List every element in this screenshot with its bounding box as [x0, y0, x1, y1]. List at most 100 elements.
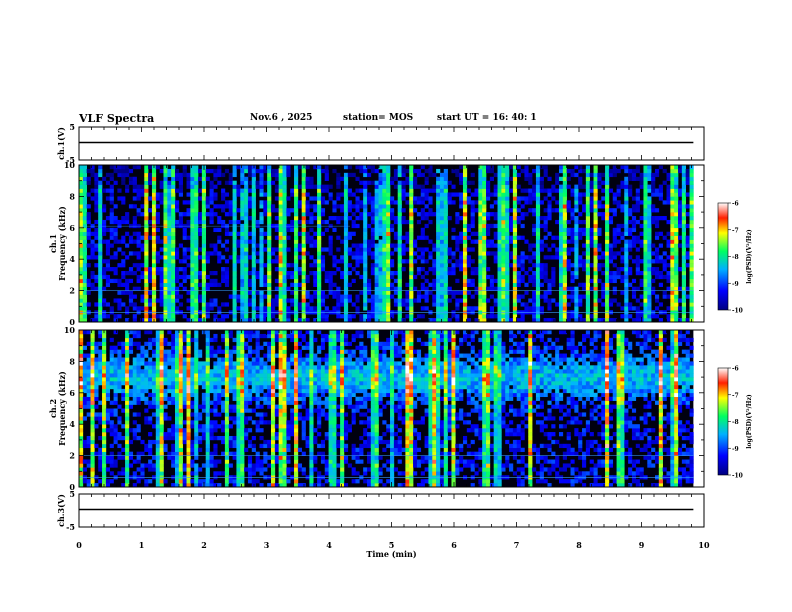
spectrogram-cell — [424, 216, 429, 221]
spectrogram-cell — [290, 192, 295, 197]
spectrogram-cell — [113, 396, 118, 401]
spectrogram-cell — [274, 168, 279, 174]
spectrogram-cell — [516, 235, 521, 240]
spectrogram-cell — [593, 247, 598, 252]
spectrogram-cell — [459, 196, 464, 201]
spectrogram-cell — [643, 302, 648, 307]
spectrogram-cell — [478, 223, 483, 229]
spectrogram-cell — [128, 345, 134, 350]
spectrogram-cell — [255, 290, 260, 295]
spectrogram-cell — [159, 357, 164, 362]
spectrogram-cell — [359, 259, 364, 264]
spectrogram-cell — [589, 235, 594, 240]
spectrogram-cell — [593, 223, 598, 229]
spectrogram-cell — [171, 192, 176, 197]
spectrogram-cell — [451, 168, 456, 174]
spectrogram-cell — [313, 243, 318, 248]
spectrogram-cell — [113, 408, 118, 413]
spectrogram-cell — [678, 235, 683, 240]
spectrogram-cell — [320, 219, 326, 225]
spectrogram-cell — [167, 353, 172, 358]
spectrogram-cell — [324, 200, 329, 205]
spectrogram-cell — [190, 219, 195, 225]
spectrogram-cell — [643, 247, 648, 252]
spectrogram-cell — [374, 314, 379, 319]
spectrogram-cell — [585, 286, 590, 291]
spectrogram-cell — [136, 467, 141, 472]
spectrogram-cell — [217, 239, 222, 244]
spectrogram-cell — [674, 180, 679, 185]
spectrogram-cell — [639, 294, 644, 299]
spectrogram-cell — [558, 282, 564, 287]
spectrogram-cell — [535, 314, 541, 319]
spectrogram-cell — [90, 467, 95, 472]
spectrogram-cell — [151, 176, 157, 181]
spectrogram-cell — [605, 168, 610, 174]
spectrogram-cell — [132, 483, 137, 488]
spectrogram-cell — [593, 294, 598, 299]
spectrogram-cell — [631, 318, 637, 323]
spectrogram-cell — [585, 298, 590, 303]
spectrogram-cell — [589, 314, 594, 319]
spectrogram-cell — [224, 239, 230, 244]
spectrogram-cell — [240, 302, 245, 307]
spectrogram-cell — [190, 314, 195, 319]
spectrogram-cell — [151, 184, 157, 189]
spectrogram-cell — [102, 231, 107, 236]
spectrogram-cell — [194, 298, 199, 303]
spectrogram-cell — [163, 388, 168, 394]
spectrogram-cell — [382, 278, 387, 284]
spectrogram-cell — [167, 341, 172, 346]
spectrogram-cell — [171, 337, 176, 343]
spectrogram-cell — [217, 165, 222, 170]
spectrogram-cell — [482, 227, 487, 233]
spectrogram-cell — [102, 471, 107, 476]
spectrogram-cell — [286, 306, 291, 311]
spectrogram-cell — [282, 298, 287, 303]
spectrogram-cell — [616, 274, 621, 280]
spectrogram-cell — [320, 247, 326, 252]
spectrogram-cell — [113, 168, 118, 174]
spectrogram-cell — [397, 235, 402, 240]
spectrogram-cell — [486, 243, 491, 248]
spectrogram-cell — [236, 165, 241, 170]
spectrogram-cell — [201, 251, 207, 256]
spectrogram-cell — [163, 365, 168, 370]
spectrogram-cell — [459, 172, 464, 178]
spectrogram-cell — [155, 377, 160, 382]
spectrogram-cell — [436, 200, 441, 205]
spectrogram-cell — [520, 267, 525, 272]
spectrogram-cell — [486, 314, 491, 319]
spectrogram-cell — [313, 165, 318, 170]
spectrogram-cell — [224, 200, 230, 205]
spectrogram-cell — [297, 231, 303, 236]
spectrogram-cell — [132, 369, 137, 374]
spectrogram-cell — [213, 192, 218, 197]
spectrogram-cell — [136, 330, 141, 335]
spectrogram-cell — [125, 330, 130, 335]
spectrogram-cell — [79, 408, 84, 413]
spectrogram-cell — [159, 361, 164, 366]
spectrogram-cell — [689, 259, 694, 264]
spectrogram-cell — [643, 231, 648, 236]
spectrogram-cell — [555, 247, 560, 252]
spectrogram-cell — [102, 361, 107, 366]
spectrogram-cell — [190, 392, 195, 398]
spectrogram-cell — [635, 267, 640, 272]
spectrogram-cell — [593, 263, 598, 268]
spectrogram-cell — [647, 259, 652, 264]
spectrogram-cell — [144, 353, 149, 358]
spectrogram-cell — [436, 251, 441, 256]
spectrogram-cell — [159, 439, 164, 445]
spectrogram-cell — [393, 172, 399, 178]
spectrogram-cell — [670, 270, 675, 276]
spectrogram-cell — [98, 168, 103, 174]
spectrogram-cell — [117, 432, 122, 437]
spectrogram-cell — [516, 255, 521, 260]
spectrogram-cell — [478, 235, 483, 240]
spectrogram-cell — [294, 318, 299, 323]
spectrogram-cell — [624, 298, 629, 303]
spectrogram-cell — [459, 251, 464, 256]
spectrogram-cell — [190, 263, 195, 268]
spectrogram-cell — [159, 349, 164, 354]
